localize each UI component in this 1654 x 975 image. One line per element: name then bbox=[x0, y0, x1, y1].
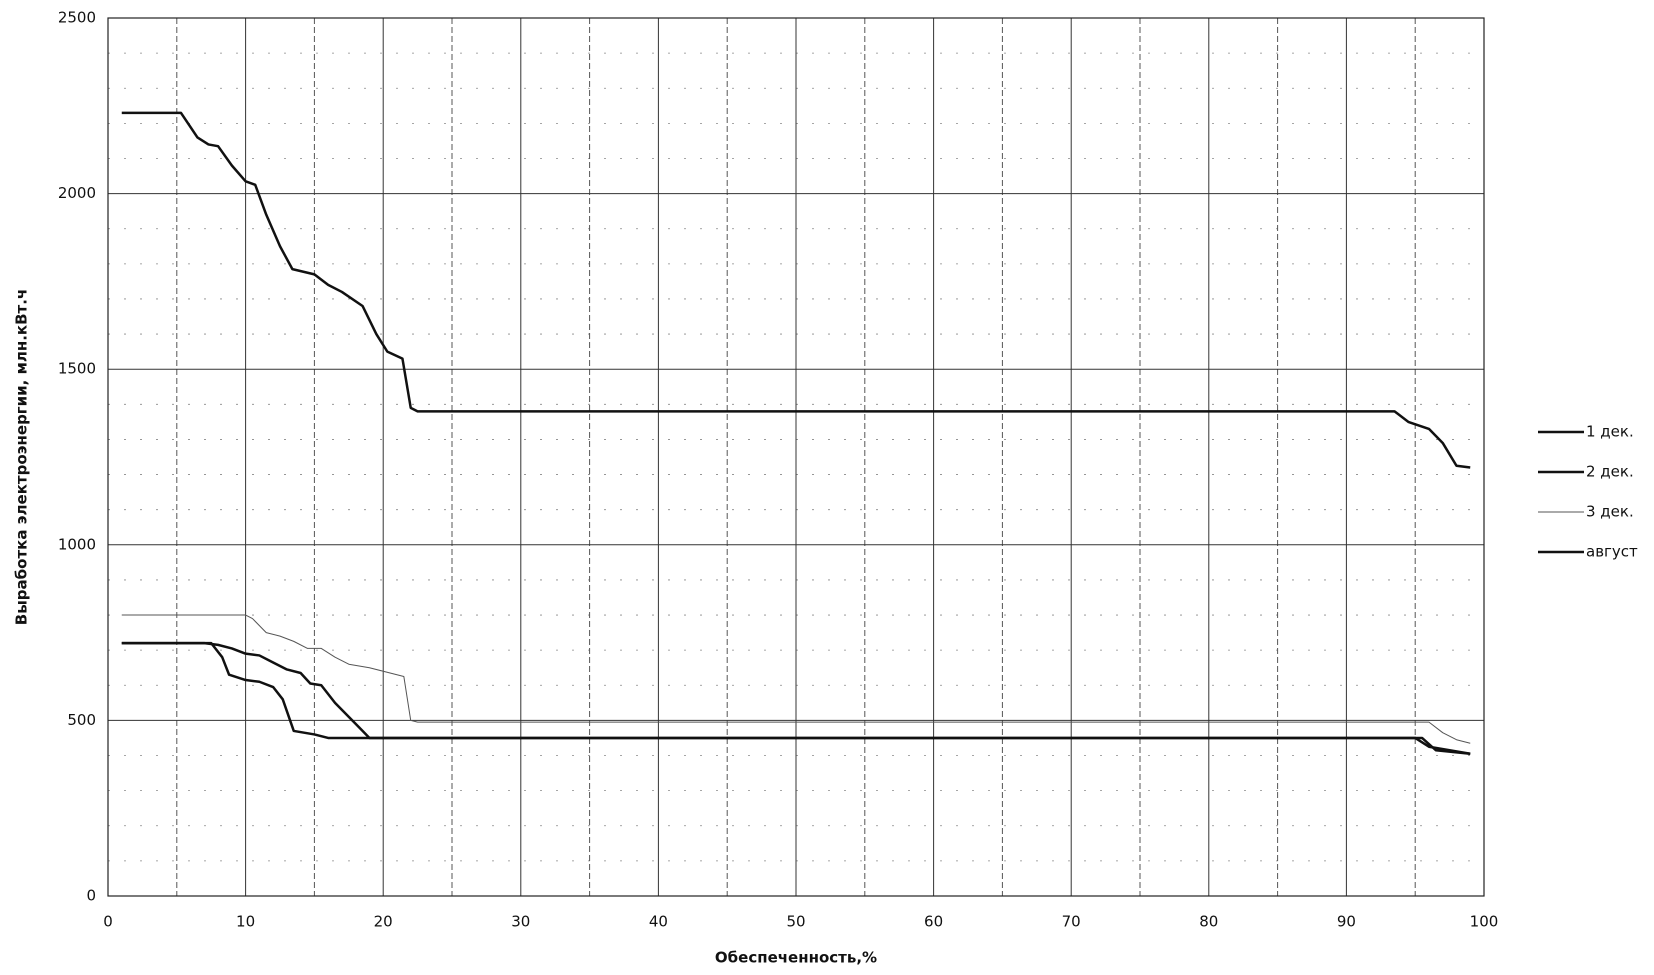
x-tick-label: 100 bbox=[1470, 913, 1499, 931]
y-tick-label: 1500 bbox=[58, 360, 96, 378]
y-tick-label: 1000 bbox=[58, 535, 96, 553]
legend-label: 2 дек. bbox=[1586, 463, 1634, 481]
y-tick-label: 0 bbox=[86, 887, 96, 905]
x-axis-title: Обеспеченность,% bbox=[715, 949, 877, 967]
y-tick-label: 2000 bbox=[58, 184, 96, 202]
x-tick-label: 10 bbox=[236, 913, 255, 931]
y-axis-title: Выработка электроэнергии, млн.кВт.ч bbox=[13, 289, 31, 625]
series-line bbox=[121, 641, 1471, 755]
y-tick-label: 500 bbox=[67, 711, 96, 729]
x-tick-label: 0 bbox=[103, 913, 113, 931]
series-line bbox=[121, 614, 1471, 744]
legend-label: 3 дек. bbox=[1586, 503, 1634, 521]
series-line bbox=[121, 111, 1471, 469]
x-tick-label: 30 bbox=[511, 913, 530, 931]
x-tick-label: 60 bbox=[924, 913, 943, 931]
legend-label: август bbox=[1586, 543, 1638, 561]
legend-label: 1 дек. bbox=[1586, 423, 1634, 441]
x-tick-label: 70 bbox=[1062, 913, 1081, 931]
plot-border bbox=[107, 17, 1485, 897]
x-tick-label: 40 bbox=[649, 913, 668, 931]
x-tick-label: 50 bbox=[786, 913, 805, 931]
x-tick-label: 90 bbox=[1337, 913, 1356, 931]
x-tick-label: 80 bbox=[1199, 913, 1218, 931]
x-tick-label: 20 bbox=[374, 913, 393, 931]
y-tick-label: 2500 bbox=[58, 9, 96, 27]
